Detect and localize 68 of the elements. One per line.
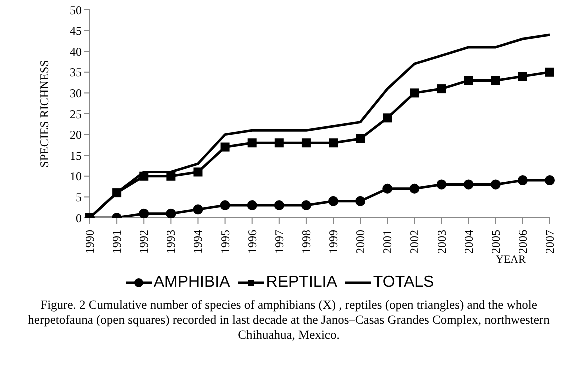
point: [248, 138, 257, 148]
point: [518, 176, 528, 186]
x-tick-label: 1992: [137, 230, 152, 254]
legend-label: REPTILIA: [266, 274, 338, 292]
x-tick-label: 1993: [164, 230, 178, 254]
point: [329, 138, 338, 148]
x-tick-label: 1994: [191, 230, 206, 254]
y-tick-label: 25: [70, 107, 82, 122]
y-tick-label: 15: [70, 148, 82, 163]
point: [545, 176, 555, 186]
x-tick-label: 1997: [272, 230, 286, 254]
point: [166, 208, 176, 218]
y-tick-label: 0: [76, 211, 82, 226]
x-tick-label: 1995: [218, 230, 232, 254]
point: [302, 138, 311, 148]
point: [194, 168, 203, 177]
x-tick-label: 2006: [516, 230, 530, 254]
point: [410, 184, 420, 194]
point: [546, 68, 554, 77]
text: Figure. 2 Cumulative number of species of amphibians (X) , reptiles (open triangles) and the whole herpetofauna (open squares) recorded in last decade at the Janos–Casas Grandes Complex, northwestern Chihuahua, Mexico.: [27, 298, 551, 343]
x-tick-label: 1990: [83, 230, 97, 254]
point: [410, 88, 420, 98]
point: [356, 134, 366, 144]
x-tick-label: 1999: [326, 230, 341, 254]
point: [328, 196, 339, 206]
y-tick-label: 45: [70, 24, 82, 38]
point: [274, 200, 284, 211]
point: [356, 196, 366, 206]
y-axis-title: SPECIES RICHNESS: [37, 60, 52, 168]
x-tick-label: 2007: [543, 230, 557, 254]
point: [491, 76, 500, 86]
point: [274, 138, 284, 148]
y-tick-label: 20: [70, 128, 82, 142]
point: [166, 172, 176, 181]
point: [464, 180, 474, 190]
x-tick-label: 2005: [488, 230, 503, 254]
point: [220, 142, 230, 152]
point: [140, 172, 149, 181]
point: [490, 180, 501, 190]
y-tick-label: 35: [70, 66, 82, 80]
x-tick-label: 2000: [354, 230, 368, 254]
x-tick-label: 1996: [245, 230, 260, 254]
y-tick-label: 40: [70, 44, 82, 59]
legend-label: TOTALS: [373, 274, 434, 292]
point: [382, 184, 393, 194]
legend-label: AMPHIBIA: [154, 274, 230, 292]
point: [220, 200, 230, 211]
x-tick-label: 2003: [434, 230, 449, 254]
y-tick-label: 30: [70, 86, 82, 100]
x-tick-label: 2001: [380, 230, 395, 254]
x-tick-label: 1991: [110, 230, 124, 254]
point: [436, 180, 447, 190]
point: [437, 84, 446, 94]
point: [464, 76, 474, 86]
y-tick-label: 5: [76, 190, 82, 204]
point: [247, 200, 258, 211]
x-tick-label: 1998: [299, 230, 314, 254]
y-tick-label: 10: [70, 170, 82, 184]
y-tick-label: 50: [70, 3, 82, 18]
point: [112, 188, 122, 198]
x-tick-label: 2002: [408, 230, 422, 254]
point: [193, 204, 204, 215]
point: [139, 208, 150, 218]
point: [383, 114, 392, 123]
point: [518, 72, 528, 82]
x-tick-label: 2004: [462, 230, 476, 254]
x-axis-title: YEAR: [496, 254, 526, 266]
point: [301, 200, 312, 211]
